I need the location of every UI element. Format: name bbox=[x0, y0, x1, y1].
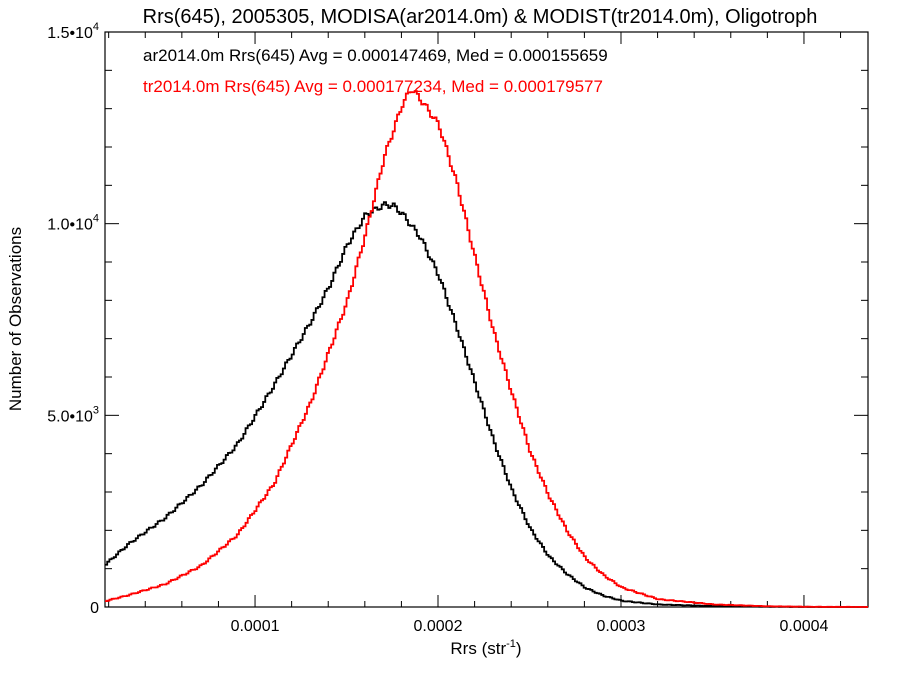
chart-title: Rrs(645), 2005305, MODISA(ar2014.0m) & M… bbox=[143, 6, 818, 28]
y-axis-label: Number of Observations bbox=[6, 227, 25, 411]
x-axis-label: Rrs (str-1) bbox=[450, 638, 521, 658]
legend-entry-0: ar2014.0m Rrs(645) Avg = 0.000147469, Me… bbox=[143, 46, 608, 65]
x-tick-label: 0.0003 bbox=[597, 618, 646, 635]
y-tick-label: 1.5•104 bbox=[47, 21, 99, 42]
y-tick-exponent: 3 bbox=[93, 404, 99, 416]
y-tick-exponent: 4 bbox=[93, 21, 99, 33]
y-tick-mantissa: 1.5•10 bbox=[47, 25, 93, 42]
series-line-0 bbox=[105, 201, 868, 608]
series-line-1 bbox=[105, 90, 868, 608]
x-axis-ticks: 0.0001 0.0002 0.0003 0.0004 bbox=[108, 32, 842, 635]
x-axis-label-main: Rrs (str bbox=[450, 639, 506, 658]
y-tick-mantissa: 0 bbox=[90, 600, 99, 617]
y-tick-label: 5.0•103 bbox=[47, 404, 99, 425]
y-tick-label: 0 bbox=[90, 600, 99, 617]
plot-frame bbox=[104, 31, 869, 608]
x-tick-label: 0.0001 bbox=[231, 618, 280, 635]
series-layer bbox=[105, 90, 868, 608]
x-tick-label: 0.0004 bbox=[779, 618, 828, 635]
y-tick-exponent: 4 bbox=[93, 213, 99, 225]
x-axis-label-close: ) bbox=[516, 639, 522, 658]
legend-entry-1: tr2014.0m Rrs(645) Avg = 0.000177234, Me… bbox=[143, 77, 603, 96]
x-axis-label-sup: -1 bbox=[506, 638, 516, 650]
y-tick-mantissa: 5.0•10 bbox=[47, 408, 93, 425]
y-tick-mantissa: 1.0•10 bbox=[47, 217, 93, 234]
y-tick-label: 1.0•104 bbox=[47, 213, 99, 234]
x-tick-label: 0.0002 bbox=[414, 618, 463, 635]
legend: ar2014.0m Rrs(645) Avg = 0.000147469, Me… bbox=[143, 46, 608, 96]
